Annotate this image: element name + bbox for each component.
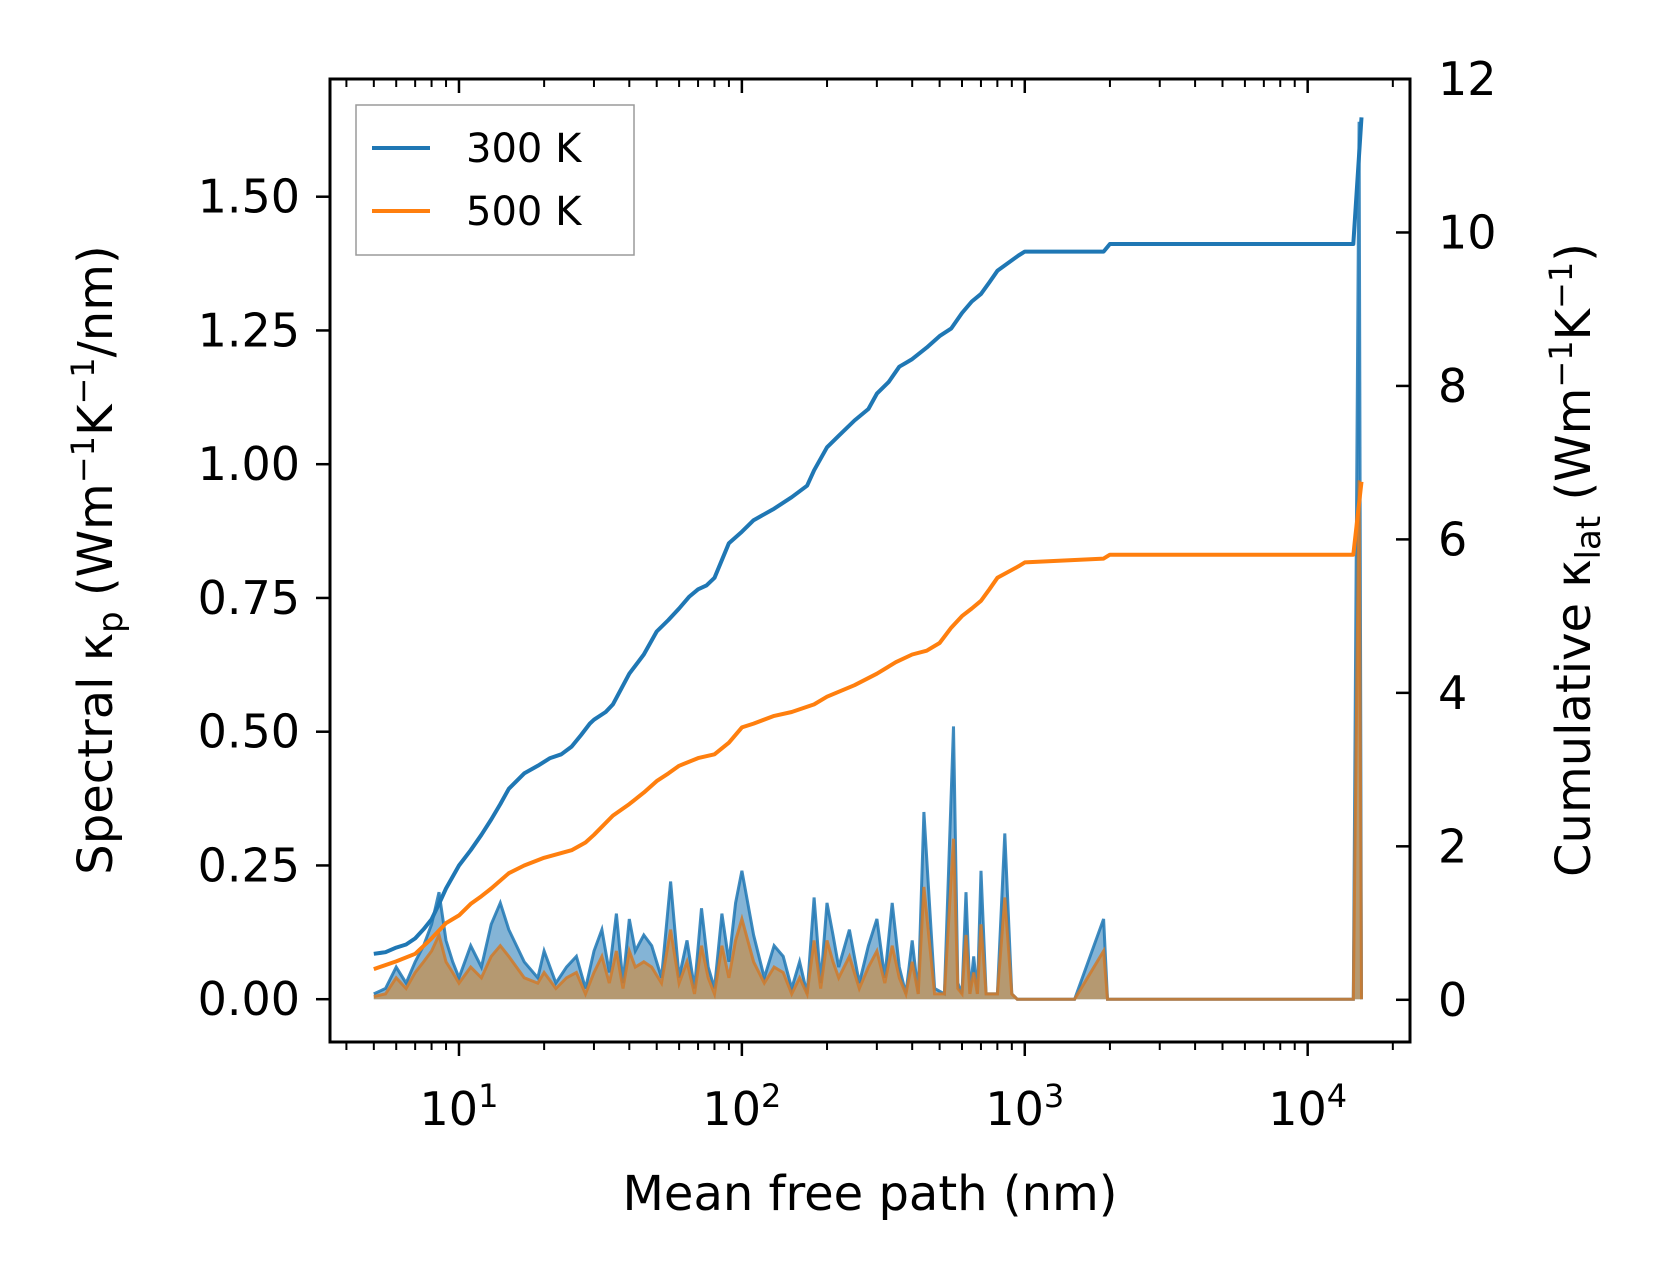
legend-box <box>355 104 635 256</box>
svg-text:Cumulative κlat (Wm−1K−1): Cumulative κlat (Wm−1K−1) <box>1542 243 1609 877</box>
y-right-tick-label: 0 <box>1438 973 1467 1027</box>
y-right-tick-label: 2 <box>1438 819 1467 873</box>
y-left-tick-label: 0.75 <box>198 571 300 625</box>
y-right-title-mid: K <box>1546 307 1602 340</box>
x-tick-label: 104 <box>1268 1077 1347 1136</box>
legend-label-500k: 500 K <box>466 189 583 235</box>
y-right-title-sup2: −1 <box>1542 262 1580 309</box>
y-left-tick-label: 1.25 <box>198 303 300 357</box>
y-right-tick-label: 10 <box>1438 205 1497 259</box>
x-tick-base: 10 <box>985 1082 1044 1136</box>
y-right-title-units: (Wm <box>1546 388 1602 516</box>
y-right-title-tail: ) <box>1546 243 1602 262</box>
y-left-title-sup1: −1 <box>64 436 102 483</box>
y-right-title-prefix: Cumulative κ <box>1546 559 1602 877</box>
plot-frame <box>328 77 1412 1044</box>
y-right-title-sup1: −1 <box>1542 340 1580 387</box>
svg-text:Spectral κp (Wm−1K−1/nm): Spectral κp (Wm−1K−1/nm) <box>64 245 131 874</box>
cumulative-line-300-k <box>373 117 1364 956</box>
y-right-title-sub: lat <box>1569 516 1609 560</box>
y-axis-left-title: Spectral κp (Wm−1K−1/nm) <box>64 245 131 874</box>
y-left-title-mid: K <box>68 403 124 436</box>
ticks-layer: 101 102 103 1040.000.250.500.751.001.251.50… <box>198 52 1497 1136</box>
y-left-tick-label: 1.00 <box>198 437 300 491</box>
y-left-tick-label: 0.00 <box>198 972 300 1026</box>
legend-label-300k: 300 K <box>466 126 583 172</box>
y-right-tick-label: 4 <box>1438 666 1467 720</box>
y-axis-right-title: Cumulative κlat (Wm−1K−1) <box>1542 243 1609 877</box>
legend: 300 K 500 K <box>355 104 635 256</box>
y-right-tick-label: 6 <box>1438 512 1467 566</box>
y-left-tick-label: 0.50 <box>198 705 300 759</box>
y-right-tick-label: 8 <box>1438 359 1467 413</box>
x-tick-exponent: 1 <box>478 1077 498 1115</box>
y-right-tick-label: 12 <box>1438 52 1497 106</box>
x-tick-label: 101 <box>420 1077 499 1136</box>
y-left-title-units: (Wm <box>68 483 124 611</box>
x-tick-base: 10 <box>420 1082 479 1136</box>
y-left-tick-label: 1.50 <box>198 170 300 224</box>
series-layer <box>373 117 1364 1001</box>
spectral-line-500-k-spectral <box>373 480 1363 1001</box>
x-tick-label: 103 <box>985 1077 1064 1136</box>
y-left-title-tail: /nm) <box>68 245 124 357</box>
x-tick-base: 10 <box>1268 1082 1327 1136</box>
x-axis-title: Mean free path (nm) <box>623 1166 1118 1222</box>
x-tick-exponent: 4 <box>1327 1077 1347 1115</box>
cumulative-line-500-k <box>373 481 1364 971</box>
y-left-tick-label: 0.25 <box>198 838 300 892</box>
x-tick-label: 102 <box>702 1077 781 1136</box>
y-left-title-sub: p <box>91 611 131 633</box>
x-tick-base: 10 <box>702 1082 761 1136</box>
x-tick-exponent: 3 <box>1044 1077 1064 1115</box>
x-tick-exponent: 2 <box>761 1077 781 1115</box>
y-left-title-prefix: Spectral κ <box>68 633 124 875</box>
y-left-title-sup2: −1 <box>64 357 102 404</box>
